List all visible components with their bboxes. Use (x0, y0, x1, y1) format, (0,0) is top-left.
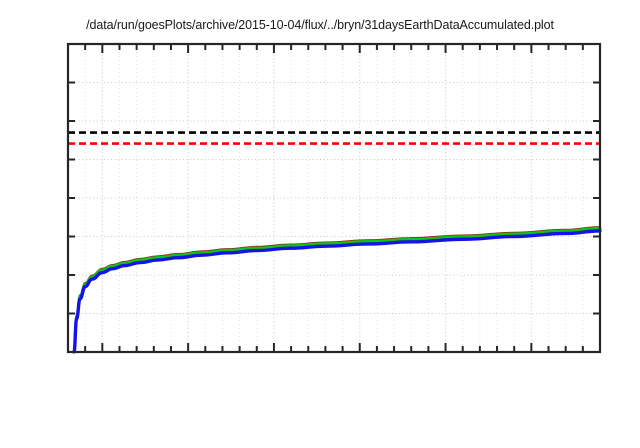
chart-title: /data/run/goesPlots/archive/2015-10-04/f… (86, 18, 554, 32)
accumulated-dose-lower (72, 229, 602, 354)
